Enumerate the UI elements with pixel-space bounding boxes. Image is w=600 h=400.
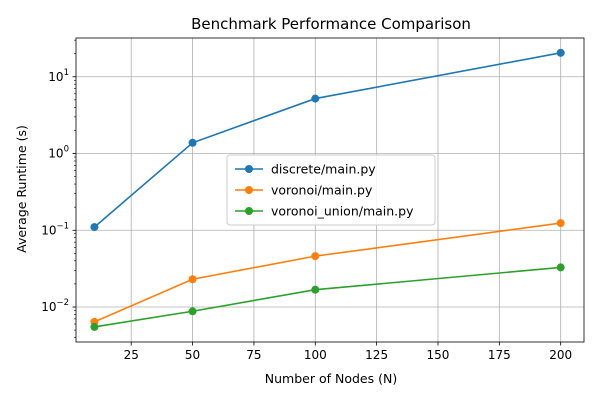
data-point xyxy=(311,94,320,103)
data-point xyxy=(311,252,320,261)
x-tick-label: 175 xyxy=(488,348,511,362)
legend-marker xyxy=(245,165,253,173)
x-tick-label: 150 xyxy=(427,348,450,362)
y-tick-label: 10−1 xyxy=(41,221,69,237)
x-tick-label: 100 xyxy=(304,348,327,362)
x-tick-label: 75 xyxy=(246,348,261,362)
y-tick-label: 101 xyxy=(48,68,69,84)
data-point xyxy=(188,275,197,284)
y-tick-label: 10−2 xyxy=(41,298,69,314)
data-point xyxy=(188,138,197,147)
data-point xyxy=(556,219,565,228)
series-line-1 xyxy=(94,222,561,323)
plot-frame xyxy=(75,37,585,343)
x-tick-label: 50 xyxy=(185,348,200,362)
chart-title: Benchmark Performance Comparison xyxy=(191,15,471,33)
x-axis-label: Number of Nodes (N) xyxy=(265,371,397,386)
series-line-0 xyxy=(93,52,561,228)
legend-label: voronoi_union/main.py xyxy=(271,204,414,219)
data-point xyxy=(556,48,565,57)
legend-marker xyxy=(245,207,253,215)
legend-label: discrete/main.py xyxy=(271,162,376,177)
series-group xyxy=(90,48,565,331)
x-tick-label: 125 xyxy=(365,348,388,362)
legend-box xyxy=(226,154,436,226)
axis-ticks: 25 50 75 100 125 150 175 200 10−2 10−1 100 101 xyxy=(41,39,572,362)
series-line-2 xyxy=(94,266,561,328)
y-axis-label: Average Runtime (s) xyxy=(14,125,29,253)
legend: discrete/main.py voronoi/main.py voronoi_u… xyxy=(226,154,436,226)
legend-label: voronoi/main.py xyxy=(271,183,373,198)
x-tick-label: 25 xyxy=(124,348,139,362)
legend-marker xyxy=(245,186,253,194)
data-point xyxy=(188,307,197,316)
data-point xyxy=(90,223,99,232)
x-tick-label: 200 xyxy=(549,348,572,362)
data-point xyxy=(556,263,565,272)
y-tick-label: 100 xyxy=(48,145,69,161)
data-point xyxy=(311,285,320,294)
data-point xyxy=(90,322,99,331)
